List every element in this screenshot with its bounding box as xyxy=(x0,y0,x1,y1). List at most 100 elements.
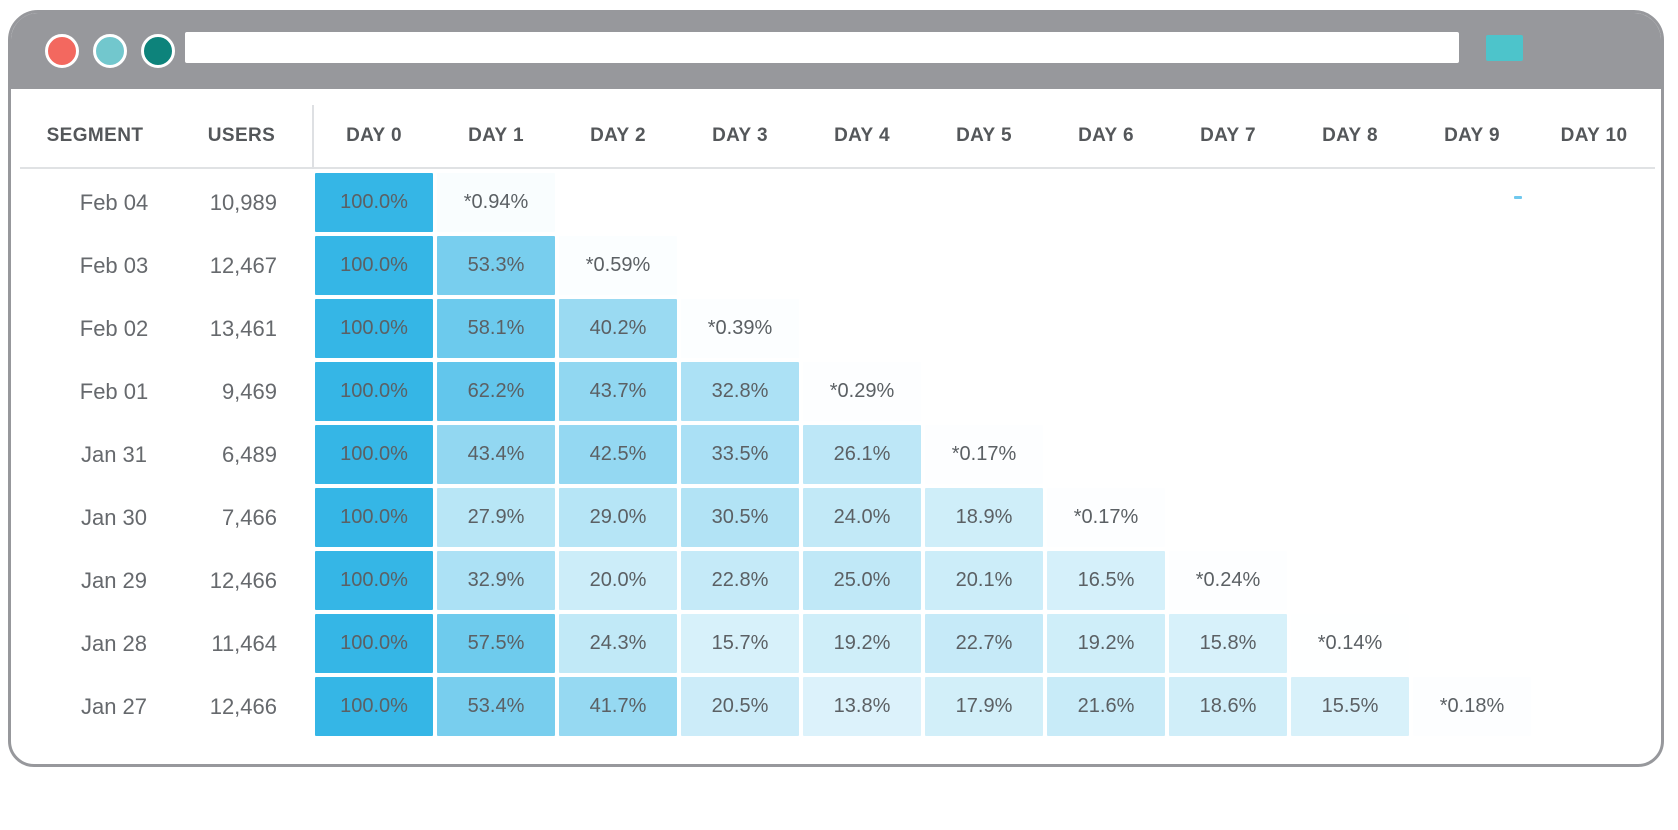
page-content: SEGMENT USERS DAY 0 DAY 1 DAY 2 DAY 3 DAY 4 DAY… xyxy=(11,89,1661,738)
retention-cell: 18.9% xyxy=(925,488,1043,547)
stray-blue-mark xyxy=(1514,196,1522,199)
table-row: Feb 04 10,989 100.0% *0.94% xyxy=(20,171,1655,234)
table-row: Jan 29 12,466 100.0% 32.9% 20.0% 22.8% 25.0% 20… xyxy=(20,549,1655,612)
retention-cell: 22.7% xyxy=(925,614,1043,673)
column-header-day-8: DAY 8 xyxy=(1322,125,1378,146)
column-header-users: USERS xyxy=(170,89,314,169)
retention-cell: 30.5% xyxy=(681,488,799,547)
browser-window: SEGMENT USERS DAY 0 DAY 1 DAY 2 DAY 3 DAY 4 DAY… xyxy=(8,10,1664,767)
retention-cell: 29.0% xyxy=(559,488,677,547)
retention-cell: 100.0% xyxy=(315,614,433,673)
retention-cell: 16.5% xyxy=(1047,551,1165,610)
retention-cell: 100.0% xyxy=(315,425,433,484)
retention-cell: 21.6% xyxy=(1047,677,1165,736)
retention-cell: *0.39% xyxy=(707,317,773,339)
column-header-day-6: DAY 6 xyxy=(1078,125,1134,146)
table-header-row: SEGMENT USERS DAY 0 DAY 1 DAY 2 DAY 3 DAY 4 DAY… xyxy=(20,89,1655,169)
browser-chrome-bar xyxy=(11,13,1661,89)
segment-cell: Jan 30 xyxy=(80,504,148,530)
column-header-day-4: DAY 4 xyxy=(834,125,890,146)
minimize-window-icon[interactable] xyxy=(93,34,127,68)
retention-cell: 43.4% xyxy=(437,425,555,484)
retention-cell: *0.24% xyxy=(1195,569,1261,591)
retention-cell: 15.8% xyxy=(1169,614,1287,673)
column-header-day-0: DAY 0 xyxy=(346,125,402,146)
retention-cell: 24.0% xyxy=(803,488,921,547)
users-cell: 12,466 xyxy=(209,567,277,593)
url-input[interactable] xyxy=(185,32,1459,63)
retention-cell: 62.2% xyxy=(437,362,555,421)
retention-cell: 41.7% xyxy=(559,677,677,736)
column-header-day-7: DAY 7 xyxy=(1200,125,1256,146)
segment-cell: Feb 03 xyxy=(79,252,149,278)
column-header-day-9: DAY 9 xyxy=(1444,125,1500,146)
column-header-day-2: DAY 2 xyxy=(590,125,646,146)
retention-cell: 100.0% xyxy=(315,362,433,421)
users-cell: 6,489 xyxy=(221,441,277,467)
table-row: Jan 28 11,464 100.0% 57.5% 24.3% 15.7% 19.2% 22… xyxy=(20,612,1655,675)
retention-cell: 19.2% xyxy=(1047,614,1165,673)
segment-cell: Jan 29 xyxy=(80,567,148,593)
cohort-table: SEGMENT USERS DAY 0 DAY 1 DAY 2 DAY 3 DAY 4 DAY… xyxy=(20,89,1655,738)
segment-cell: Feb 04 xyxy=(79,189,149,215)
retention-cell: 100.0% xyxy=(315,236,433,295)
retention-cell: *0.14% xyxy=(1317,632,1383,654)
users-cell: 10,989 xyxy=(209,189,277,215)
users-cell: 9,469 xyxy=(221,378,277,404)
close-window-icon[interactable] xyxy=(45,34,79,68)
users-cell: 11,464 xyxy=(211,630,277,656)
table-row: Feb 01 9,469 100.0% 62.2% 43.7% 32.8% *0.29% xyxy=(20,360,1655,423)
column-header-day-3: DAY 3 xyxy=(712,125,768,146)
users-cell: 12,466 xyxy=(209,693,277,719)
retention-cell: *0.17% xyxy=(951,443,1017,465)
retention-cell: 100.0% xyxy=(315,551,433,610)
retention-cell: 27.9% xyxy=(437,488,555,547)
table-row: Jan 27 12,466 100.0% 53.4% 41.7% 20.5% 13.8% 17… xyxy=(20,675,1655,738)
users-cell: 12,467 xyxy=(209,252,277,278)
retention-cell: 33.5% xyxy=(681,425,799,484)
table-row: Feb 02 13,461 100.0% 58.1% 40.2% *0.39% xyxy=(20,297,1655,360)
column-header-day-10: DAY 10 xyxy=(1560,125,1628,146)
table-row: Feb 03 12,467 100.0% 53.3% *0.59% xyxy=(20,234,1655,297)
table-row: Jan 30 7,466 100.0% 27.9% 29.0% 30.5% 24.0% 18.… xyxy=(20,486,1655,549)
table-body: Feb 04 10,989 100.0% *0.94% Feb 03 12,467 100.… xyxy=(20,169,1655,738)
retention-cell: 53.4% xyxy=(437,677,555,736)
retention-cell: 20.5% xyxy=(681,677,799,736)
retention-cell: *0.94% xyxy=(437,173,555,232)
retention-cell: 15.5% xyxy=(1291,677,1409,736)
retention-cell: 20.0% xyxy=(559,551,677,610)
segment-cell: Jan 28 xyxy=(80,630,148,656)
retention-cell: 13.8% xyxy=(803,677,921,736)
retention-cell: 43.7% xyxy=(559,362,677,421)
retention-cell: 100.0% xyxy=(315,299,433,358)
retention-cell: 15.7% xyxy=(681,614,799,673)
retention-cell: 20.1% xyxy=(925,551,1043,610)
retention-cell: 17.9% xyxy=(925,677,1043,736)
retention-cell: 32.9% xyxy=(437,551,555,610)
retention-cell: 42.5% xyxy=(559,425,677,484)
retention-cell: *0.29% xyxy=(829,380,895,402)
retention-cell: 24.3% xyxy=(559,614,677,673)
zoom-window-icon[interactable] xyxy=(141,34,175,68)
segment-cell: Feb 02 xyxy=(79,315,149,341)
segment-cell: Feb 01 xyxy=(79,378,149,404)
retention-cell: *0.59% xyxy=(585,254,651,276)
retention-cell: 53.3% xyxy=(437,236,555,295)
retention-cell: 100.0% xyxy=(315,488,433,547)
retention-cell: 58.1% xyxy=(437,299,555,358)
column-header-segment: SEGMENT xyxy=(46,125,144,146)
retention-cell: 32.8% xyxy=(681,362,799,421)
retention-cell: 57.5% xyxy=(437,614,555,673)
segment-cell: Jan 31 xyxy=(80,441,148,467)
column-header-day-1: DAY 1 xyxy=(468,125,524,146)
retention-cell: *0.18% xyxy=(1439,695,1505,717)
retention-cell: 19.2% xyxy=(803,614,921,673)
table-row: Jan 31 6,489 100.0% 43.4% 42.5% 33.5% 26.1% *0.… xyxy=(20,423,1655,486)
segment-cell: Jan 27 xyxy=(80,693,148,719)
column-header-day-5: DAY 5 xyxy=(956,125,1012,146)
retention-cell: 26.1% xyxy=(803,425,921,484)
browser-action-button[interactable] xyxy=(1486,35,1523,61)
retention-cell: *0.17% xyxy=(1073,506,1139,528)
retention-cell: 25.0% xyxy=(803,551,921,610)
retention-cell: 18.6% xyxy=(1169,677,1287,736)
